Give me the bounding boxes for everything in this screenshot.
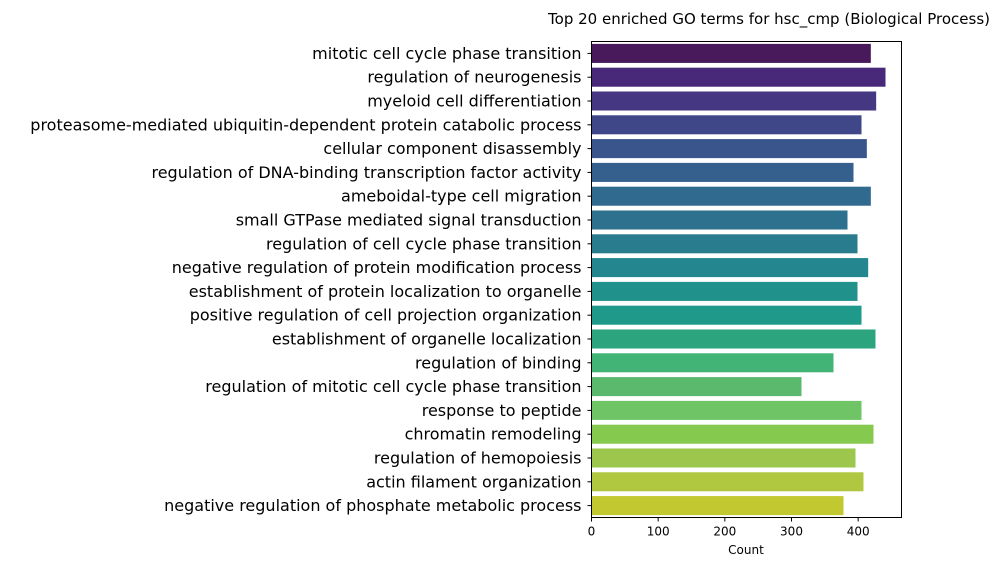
category-label: positive regulation of cell projection o… <box>190 306 582 325</box>
category-label: regulation of cell cycle phase transitio… <box>266 234 582 253</box>
bar <box>591 210 848 230</box>
category-label: ameboidal-type cell migration <box>341 187 581 206</box>
category-label: chromatin remodeling <box>405 425 582 444</box>
bar <box>591 353 834 373</box>
bar <box>591 305 862 325</box>
category-label: myeloid cell differentiation <box>367 92 581 111</box>
category-labels: mitotic cell cycle phase transition regul… <box>30 44 592 515</box>
bar <box>591 139 867 159</box>
bar <box>591 424 874 444</box>
x-tick-label: 300 <box>780 525 803 539</box>
category-label: response to peptide <box>422 401 582 420</box>
category-label: regulation of mitotic cell cycle phase t… <box>205 377 581 396</box>
category-label: actin filament organization <box>366 472 581 491</box>
category-label: regulation of hemopoiesis <box>374 449 582 468</box>
category-label: regulation of binding <box>415 353 582 372</box>
category-label: cellular component disassembly <box>323 139 581 158</box>
bar <box>591 329 876 349</box>
category-label: negative regulation of phosphate metabol… <box>164 496 581 515</box>
category-label: mitotic cell cycle phase transition <box>312 44 581 63</box>
x-axis-label: Count <box>728 543 764 557</box>
bar <box>591 448 856 468</box>
chart-title: Top 20 enriched GO terms for hsc_cmp (Bi… <box>547 10 990 29</box>
category-label: proteasome-mediated ubiquitin-dependent … <box>30 115 581 134</box>
bar <box>591 258 869 278</box>
category-label: small GTPase mediated signal transductio… <box>236 211 582 230</box>
bar <box>591 377 802 397</box>
x-tick-label: 0 <box>588 525 596 539</box>
x-axis-ticks: 0 100 200 300 400 <box>588 517 870 539</box>
bar <box>591 472 864 492</box>
bar <box>591 400 862 420</box>
category-label: negative regulation of protein modificat… <box>172 258 582 277</box>
plot-frame <box>591 41 902 518</box>
category-label: establishment of protein localization to… <box>189 282 582 301</box>
bar <box>591 162 854 182</box>
x-tick-label: 100 <box>647 525 670 539</box>
bar <box>591 281 858 301</box>
bar <box>591 186 871 206</box>
x-tick-label: 400 <box>847 525 870 539</box>
category-label: establishment of organelle localization <box>272 330 582 349</box>
category-label: regulation of DNA-binding transcription … <box>151 163 581 182</box>
bar <box>591 234 858 254</box>
category-label: regulation of neurogenesis <box>367 68 581 87</box>
bars <box>591 43 886 516</box>
bar <box>591 91 877 111</box>
bar <box>591 43 871 63</box>
bar <box>591 115 862 135</box>
bar <box>591 496 844 516</box>
bar <box>591 67 886 87</box>
x-tick-label: 200 <box>713 525 736 539</box>
